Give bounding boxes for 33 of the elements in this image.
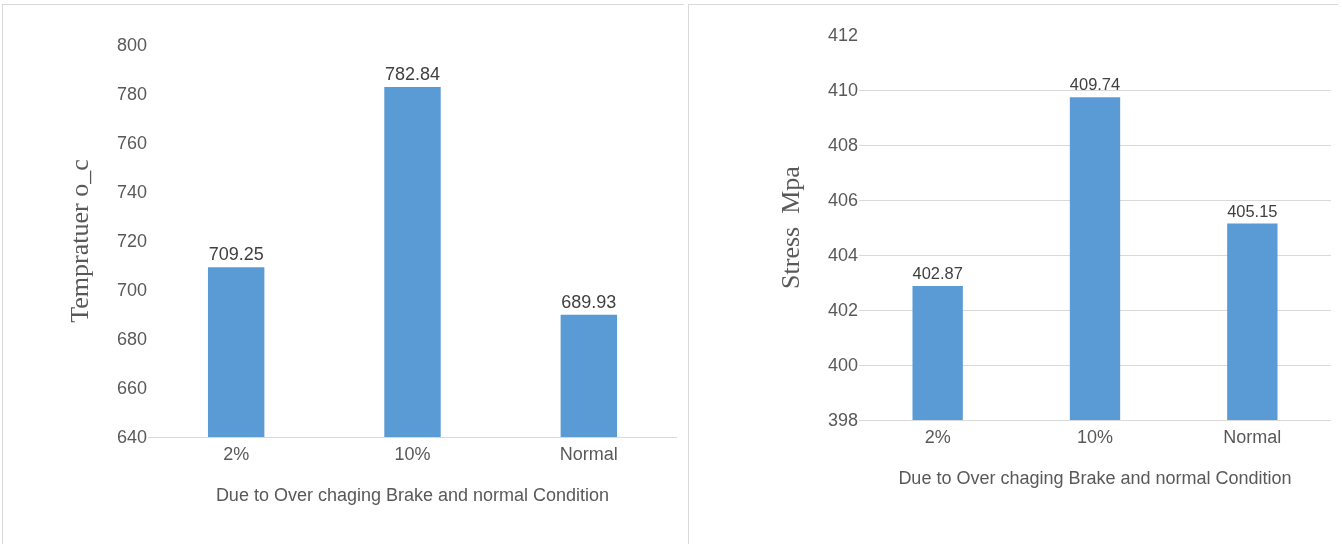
y-tick-label: 406: [827, 190, 858, 211]
y-tick-label: 408: [827, 135, 858, 156]
data-label: 402.87: [912, 264, 963, 283]
x-tick-label: 10%: [1076, 426, 1114, 447]
y-tick-label: 400: [827, 355, 858, 376]
y-axis-title: Stress Mpa: [776, 165, 806, 289]
data-label: 405.15: [1227, 201, 1278, 220]
y-tick-label: 700: [116, 280, 147, 301]
x-axis-title: Due to Over chaging Brake and normal Condition: [215, 484, 610, 505]
y-tick-label: 680: [116, 329, 147, 350]
data-label: 689.93: [561, 291, 617, 312]
y-tick-label: 740: [116, 182, 147, 203]
y-tick-label: 800: [116, 35, 147, 56]
y-tick-label: 660: [116, 378, 147, 399]
x-tick-label: 2%: [223, 443, 250, 464]
x-tick-label: 2%: [924, 426, 951, 447]
y-tick-label: 410: [827, 80, 858, 101]
y-tick-label: 402: [827, 300, 858, 321]
x-tick-label: Normal: [1223, 426, 1282, 447]
y-axis-title: Tempratuer o_c: [65, 159, 95, 323]
data-label: 409.74: [1069, 75, 1121, 94]
y-tick-label: 412: [827, 25, 858, 46]
y-tick-label: 398: [827, 410, 858, 431]
data-label: 709.25: [208, 244, 264, 265]
x-tick-label: 10%: [394, 443, 431, 464]
y-tick-label: 780: [116, 84, 147, 105]
y-tick-label: 640: [116, 427, 147, 448]
y-tick-label: 760: [116, 133, 147, 154]
data-label: 782.84: [384, 64, 441, 85]
x-tick-label: Normal: [559, 443, 618, 464]
y-tick-label: 720: [116, 231, 147, 252]
x-axis-title: Due to Over chaging Brake and normal Condition: [898, 467, 1292, 488]
y-tick-label: 404: [827, 245, 858, 266]
